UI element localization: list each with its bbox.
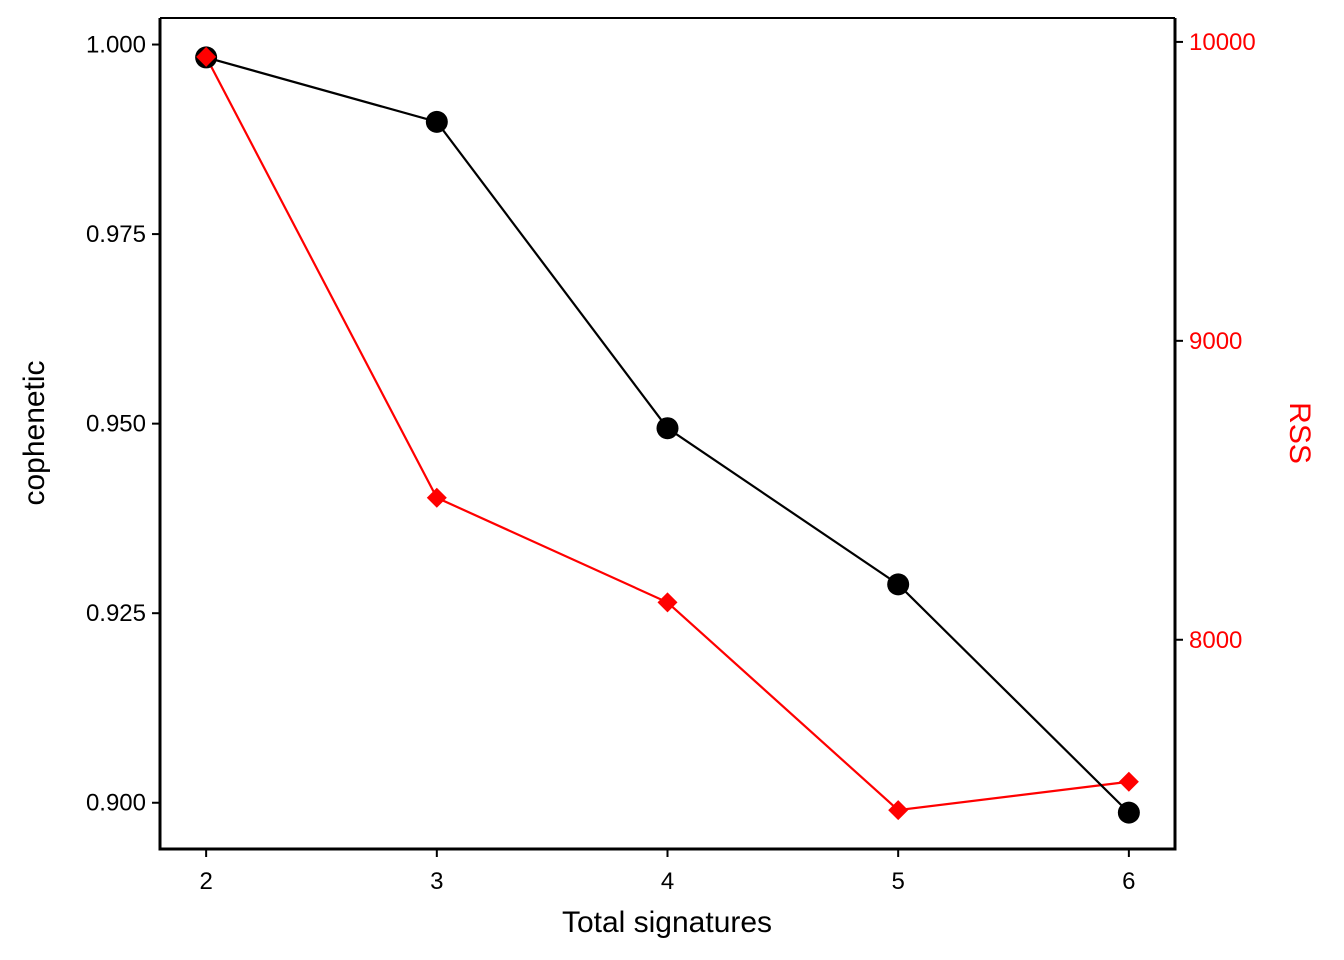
y-left-tick-label: 0.925: [86, 600, 146, 627]
y-right-tick-label: 10000: [1189, 29, 1256, 56]
rss-point: [888, 800, 909, 821]
y-left-tick-label: 0.950: [86, 411, 146, 438]
rss-point: [196, 46, 217, 67]
x-tick-label: 5: [892, 868, 905, 895]
y-left-tick-label: 0.975: [86, 221, 146, 248]
rss-point: [1118, 771, 1139, 792]
rss-point: [426, 487, 447, 508]
y-right-tick-label: 8000: [1189, 627, 1242, 654]
series-layer: [195, 46, 1140, 824]
cophenetic-point: [425, 110, 448, 133]
x-tick-label: 2: [199, 868, 212, 895]
x-tick-label: 3: [430, 868, 443, 895]
y-axis-left-title: cophenetic: [18, 360, 51, 505]
cophenetic-point: [887, 573, 910, 596]
y-right-tick-label: 9000: [1189, 328, 1242, 355]
cophenetic-point: [1117, 801, 1140, 824]
y-left-tick-label: 0.900: [86, 790, 146, 817]
y-left-tick-label: 1.000: [86, 32, 146, 59]
y-axis-right-title: RSS: [1283, 402, 1316, 464]
rss-point: [657, 592, 678, 613]
cophenetic-point: [656, 417, 679, 440]
x-tick-label: 6: [1122, 868, 1135, 895]
x-tick-label: 4: [661, 868, 674, 895]
axes-layer: 2 3 4 5 6 0.900 0.925 0.950 0.975 1.000 8000 9000 10…: [86, 17, 1256, 895]
x-axis-title: Total signatures: [562, 906, 772, 939]
